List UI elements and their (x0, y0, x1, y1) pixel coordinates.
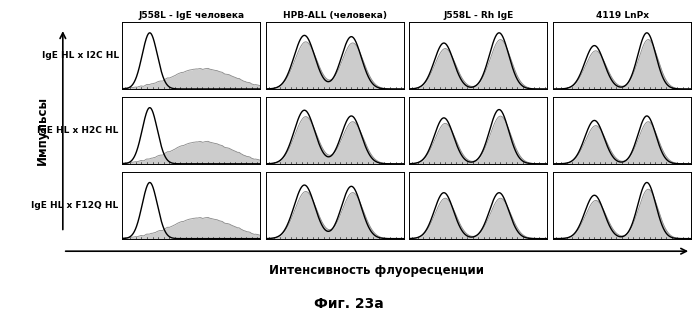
Text: Интенсивность флуоресценции: Интенсивность флуоресценции (269, 264, 484, 277)
Text: IgE HL x H2C HL: IgE HL x H2C HL (37, 126, 119, 135)
Text: HPB-ALL (человека): HPB-ALL (человека) (283, 11, 387, 20)
Text: IgE HL x F12Q HL: IgE HL x F12Q HL (31, 201, 119, 210)
Text: J558L - IgE человека: J558L - IgE человека (138, 11, 244, 20)
Text: IgE HL x I2C HL: IgE HL x I2C HL (42, 51, 119, 60)
Text: 4119 LnPx: 4119 LnPx (595, 11, 648, 20)
Text: Фиг. 23a: Фиг. 23a (314, 297, 384, 311)
Text: J558L - Rh IgE: J558L - Rh IgE (443, 11, 514, 20)
Text: Импульсы: Импульсы (36, 96, 48, 165)
